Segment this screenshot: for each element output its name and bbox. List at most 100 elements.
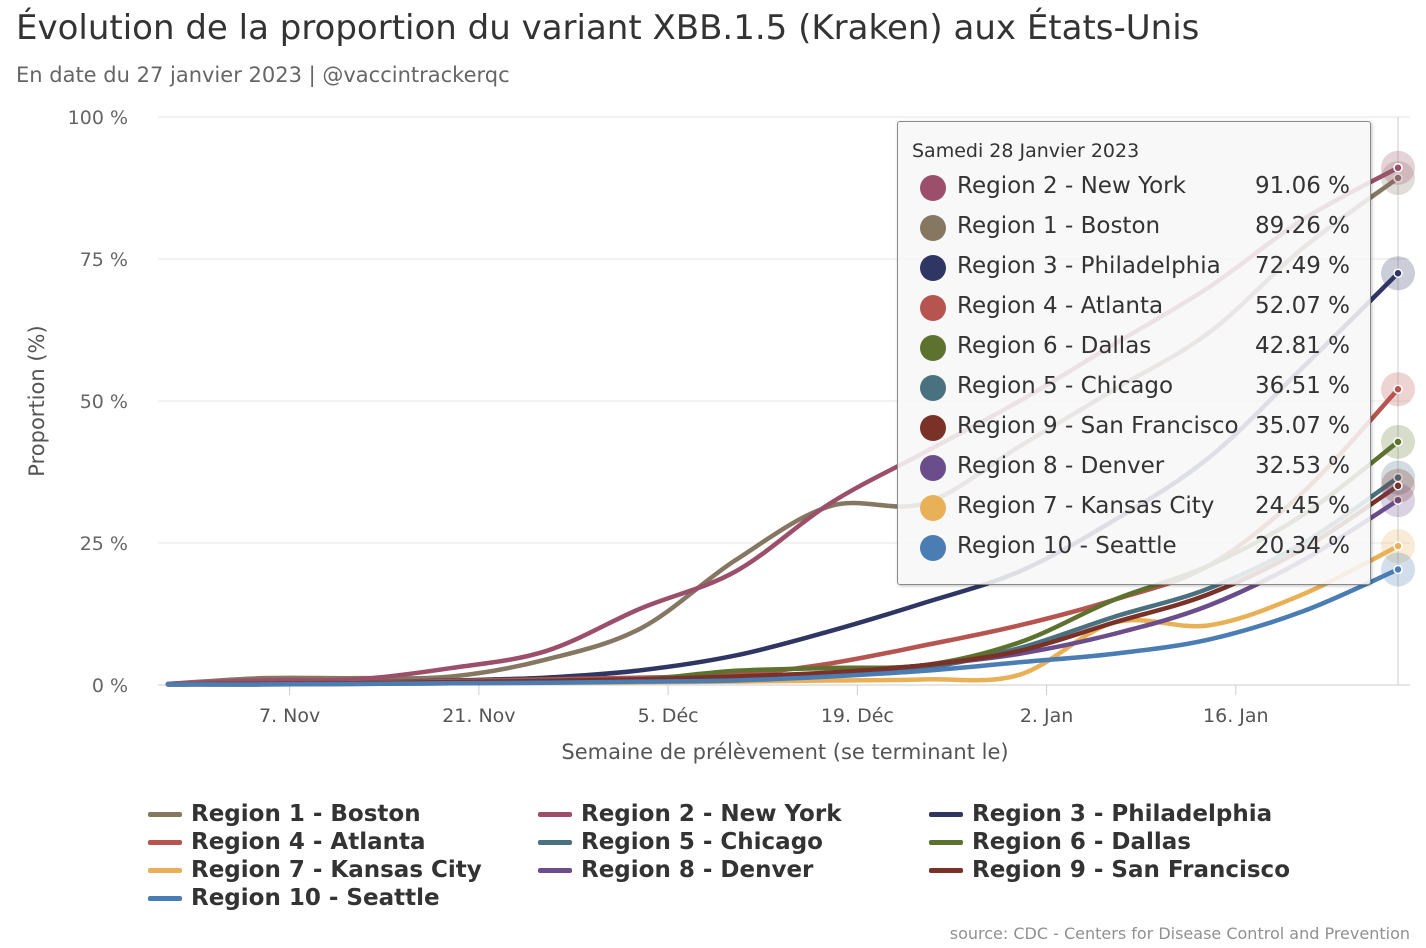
x-axis-title: Semaine de prélèvement (se terminant le) <box>561 740 1008 764</box>
x-tick-label: 21. Nov <box>442 705 515 727</box>
series-color-dot <box>920 295 946 321</box>
x-tick-label: 19. Déc <box>821 705 894 727</box>
tooltip-series-value: 91.06 % <box>1255 173 1351 199</box>
legend-label: Region 8 - Denver <box>581 857 814 883</box>
legend-label: Region 10 - Seattle <box>191 885 440 911</box>
tooltip-series-value: 24.45 % <box>1255 493 1351 519</box>
legend-swatch <box>929 839 963 845</box>
tooltip-series-name: Region 8 - Denver <box>957 453 1165 479</box>
legend-swatch <box>148 895 182 901</box>
series-color-dot <box>920 215 946 241</box>
tooltip-row: Region 3 - Philadelphia 72.49 % <box>920 249 1360 289</box>
tooltip-series-value: 20.34 % <box>1255 533 1351 559</box>
series-color-dot <box>920 415 946 441</box>
legend-item[interactable]: Region 4 - Atlanta <box>148 829 426 855</box>
tooltip-series-value: 36.51 % <box>1255 373 1351 399</box>
credits[interactable]: source: CDC - Centers for Disease Contro… <box>949 924 1410 943</box>
marker-region-10-seattle <box>1393 564 1403 575</box>
legend-item[interactable]: Region 5 - Chicago <box>538 829 823 855</box>
tooltip-row: Region 6 - Dallas 42.81 % <box>920 329 1360 369</box>
legend-item[interactable]: Region 3 - Philadelphia <box>929 801 1272 827</box>
end-markers <box>1381 150 1415 587</box>
series-color-dot <box>920 335 946 361</box>
legend-item[interactable]: Region 9 - San Francisco <box>929 857 1290 883</box>
tooltip-header: Samedi 28 Janvier 2023 <box>912 140 1140 162</box>
tooltip-series-value: 52.07 % <box>1255 293 1351 319</box>
y-tick-label: 25 % <box>80 533 128 555</box>
tooltip-row: Region 1 - Boston 89.26 % <box>920 209 1360 249</box>
legend-swatch <box>538 867 572 873</box>
tooltip-row: Region 8 - Denver 32.53 % <box>920 449 1360 489</box>
tooltip-series-value: 35.07 % <box>1255 413 1351 439</box>
y-tick-label: 100 % <box>68 107 128 129</box>
tooltip-series-name: Region 7 - Kansas City <box>957 493 1215 519</box>
tooltip-row: Region 7 - Kansas City 24.45 % <box>920 489 1360 529</box>
tooltip-series-value: 89.26 % <box>1255 213 1351 239</box>
legend-swatch <box>929 867 963 873</box>
tooltip-series-value: 72.49 % <box>1255 253 1351 279</box>
legend-item[interactable]: Region 8 - Denver <box>538 857 813 883</box>
series-color-dot <box>920 375 946 401</box>
y-tick-label: 0 % <box>92 675 128 697</box>
series-color-dot <box>920 535 946 561</box>
legend-label: Region 9 - San Francisco <box>972 857 1290 883</box>
x-tick-label: 5. Déc <box>638 705 699 727</box>
marker-region-9-san-francisco <box>1393 481 1403 491</box>
y-tick-label: 75 % <box>80 249 128 271</box>
legend-item[interactable]: Region 2 - New York <box>538 801 842 827</box>
x-tick-label: 2. Jan <box>1020 705 1073 727</box>
chart-subtitle: En date du 27 janvier 2023 | @vaccintrac… <box>16 63 510 87</box>
legend-item[interactable]: Region 1 - Boston <box>148 801 421 827</box>
series-color-dot <box>920 455 946 481</box>
tooltip-row: Region 10 - Seattle 20.34 % <box>920 529 1360 569</box>
legend-label: Region 5 - Chicago <box>581 829 823 855</box>
tooltip-series-name: Region 1 - Boston <box>957 213 1161 239</box>
legend-label: Region 3 - Philadelphia <box>972 801 1273 827</box>
marker-region-6-dallas <box>1393 437 1403 447</box>
tooltip-series-name: Region 4 - Atlanta <box>957 293 1164 319</box>
tooltip-series-value: 42.81 % <box>1255 333 1351 359</box>
tooltip-row: Region 9 - San Francisco 35.07 % <box>920 409 1360 449</box>
tooltip-row: Region 2 - New York 91.06 % <box>920 169 1360 209</box>
legend-item[interactable]: Region 6 - Dallas <box>929 829 1191 855</box>
legend-label: Region 4 - Atlanta <box>191 829 426 855</box>
marker-region-3-philadelphia <box>1393 268 1403 279</box>
chart-title: Évolution de la proportion du variant XB… <box>16 8 1200 48</box>
legend-item[interactable]: Region 10 - Seattle <box>148 885 440 911</box>
marker-region-8-denver <box>1393 495 1403 505</box>
legend-swatch <box>538 811 572 817</box>
x-tick-label: 7. Nov <box>259 705 320 727</box>
legend-swatch <box>148 839 182 845</box>
legend-label: Region 7 - Kansas City <box>191 857 482 883</box>
legend-item[interactable]: Region 7 - Kansas City <box>148 857 482 883</box>
marker-region-2-new-york <box>1393 163 1403 173</box>
tooltip-series-name: Region 10 - Seattle <box>957 533 1177 559</box>
y-axis-title: Proportion (%) <box>25 325 49 476</box>
series-color-dot <box>920 175 946 201</box>
tooltip-series-value: 32.53 % <box>1255 453 1351 479</box>
legend-swatch <box>538 839 572 845</box>
series-color-dot <box>920 255 946 281</box>
marker-region-4-atlanta <box>1393 384 1403 394</box>
axes: 0 % 25 % 50 % 75 % 100 % 7. Nov 21. Nov 5. Déc 1… <box>25 107 1269 764</box>
tooltip-series-name: Region 6 - Dallas <box>957 333 1152 359</box>
legend-swatch <box>148 811 182 817</box>
tooltip-series-name: Region 3 - Philadelphia <box>957 253 1221 279</box>
tooltip-row: Region 5 - Chicago 36.51 % <box>920 369 1360 409</box>
marker-region-1-boston <box>1393 173 1403 183</box>
marker-region-7-kansas-city <box>1393 541 1403 551</box>
x-tick-label: 16. Jan <box>1203 705 1269 727</box>
legend-swatch <box>148 867 182 873</box>
legend-label: Region 6 - Dallas <box>972 829 1191 855</box>
series-line-region-10-seattle <box>165 567 1401 687</box>
tooltip-series-name: Region 5 - Chicago <box>957 373 1174 399</box>
y-tick-label: 50 % <box>80 391 128 413</box>
series-color-dot <box>920 495 946 521</box>
legend-label: Region 2 - New York <box>581 801 842 827</box>
tooltip: Samedi 28 Janvier 2023 Region 2 - New Yo… <box>897 121 1371 585</box>
tooltip-series-name: Region 2 - New York <box>957 173 1186 199</box>
legend-label: Region 1 - Boston <box>191 801 421 827</box>
tooltip-row: Region 4 - Atlanta 52.07 % <box>920 289 1360 329</box>
tooltip-series-name: Region 9 - San Francisco <box>957 413 1239 439</box>
